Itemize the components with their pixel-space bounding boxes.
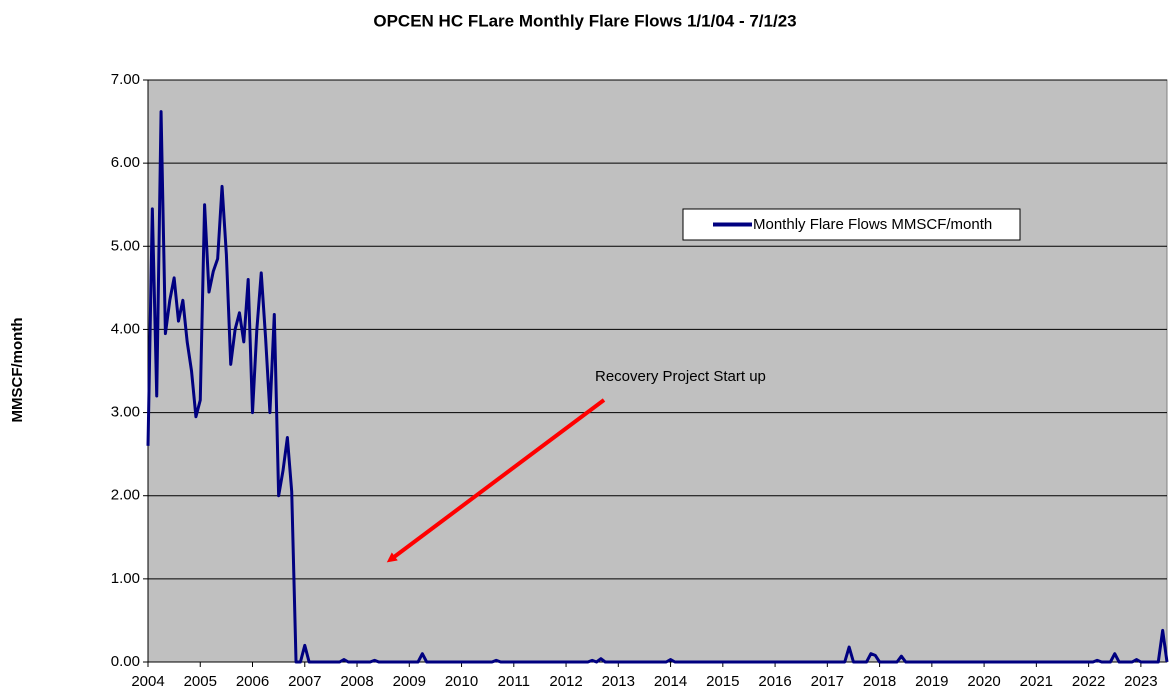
- y-tick-label: 2.00: [111, 487, 140, 504]
- x-tick-label: 2005: [184, 673, 217, 690]
- x-tick-label: 2006: [236, 673, 269, 690]
- chart-title: OPCEN HC FLare Monthly Flare Flows 1/1/0…: [373, 11, 796, 30]
- x-tick-label: 2017: [811, 673, 844, 690]
- x-tick-label: 2013: [602, 673, 635, 690]
- x-tick-label: 2004: [131, 673, 164, 690]
- x-tick-label: 2011: [498, 673, 530, 690]
- x-tick-label: 2016: [758, 673, 791, 690]
- y-tick-label: 3.00: [111, 404, 140, 421]
- y-tick-label: 1.00: [111, 570, 140, 587]
- y-tick-label: 4.00: [111, 320, 140, 337]
- x-tick-label: 2018: [863, 673, 896, 690]
- x-tick-label: 2020: [967, 673, 1000, 690]
- y-tick-label: 6.00: [111, 154, 140, 171]
- x-tick-label: 2010: [445, 673, 478, 690]
- x-tick-label: 2012: [549, 673, 582, 690]
- x-tick-label: 2007: [288, 673, 321, 690]
- y-tick-label: 7.00: [111, 71, 140, 88]
- plot-background: [147, 79, 1168, 663]
- y-tick-label: 0.00: [111, 653, 140, 670]
- annotation-arrow: [386, 398, 606, 563]
- annotation: Recovery Project Start up: [595, 368, 766, 385]
- x-tick-label: 2022: [1072, 673, 1105, 690]
- x-tick-label: 2021: [1020, 673, 1053, 690]
- y-axis-label: MMSCF/month: [9, 318, 26, 423]
- data-line: [146, 110, 1169, 664]
- x-tick-label: 2014: [654, 673, 687, 690]
- x-tick-label: 2008: [340, 673, 373, 690]
- y-tick-label: 5.00: [111, 237, 140, 254]
- x-tick-label: 2023: [1124, 673, 1157, 690]
- legend-label: Monthly Flare Flows MMSCF/month: [753, 216, 992, 233]
- x-tick-label: 2019: [915, 673, 948, 690]
- x-tick-label: 2015: [706, 673, 739, 690]
- x-tick-label: 2009: [393, 673, 426, 690]
